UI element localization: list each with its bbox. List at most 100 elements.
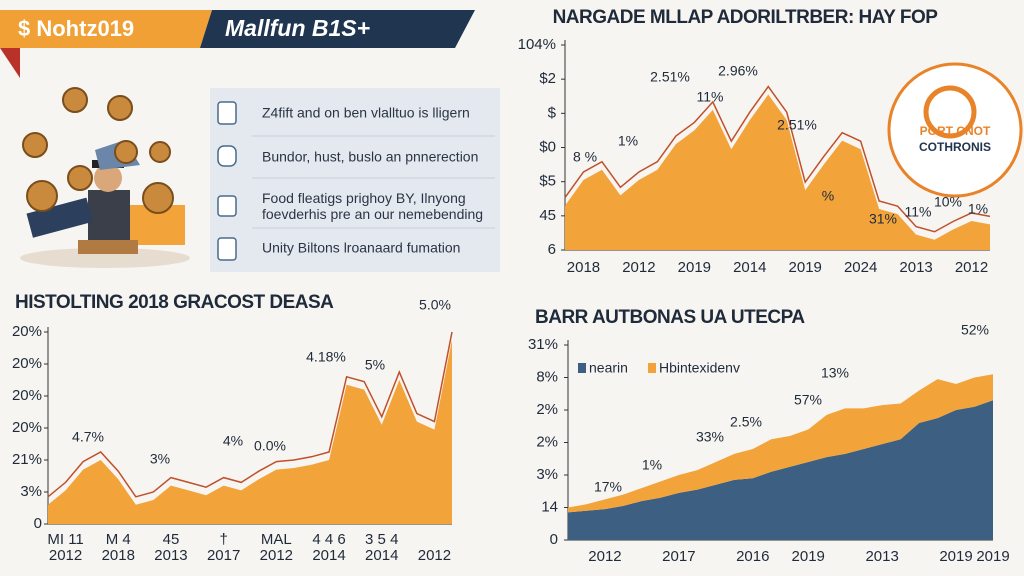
annotation: 2.96% bbox=[718, 63, 758, 79]
annotation: 3% bbox=[150, 451, 170, 467]
annotation: 8 % bbox=[573, 149, 597, 165]
y-tick-label: 14 bbox=[541, 498, 558, 515]
x-tick-label: † bbox=[219, 531, 227, 548]
badge: $ Nohtz019 bbox=[18, 16, 134, 41]
x-tick-label: 2018 bbox=[102, 547, 135, 564]
x-tick-label: 2017 bbox=[207, 547, 240, 564]
list-panel bbox=[210, 88, 500, 272]
y-tick-label: $2 bbox=[539, 70, 556, 87]
annotation: 1% bbox=[618, 133, 638, 149]
chart-title: NARGADE MLLAP ADORILTRBER: HAY FOP bbox=[553, 7, 939, 28]
area bbox=[48, 340, 452, 524]
annotation: 57% bbox=[794, 392, 822, 408]
x-tick-label: 2014 bbox=[733, 259, 766, 276]
y-tick-label: 0 bbox=[34, 515, 42, 532]
list-item: Z4fift and on ben vlalltuo is lligern bbox=[262, 105, 470, 121]
chart-title: BARR AUTBONAS UA UTECPA bbox=[535, 307, 805, 328]
area-edge bbox=[564, 85, 991, 233]
x-tick-label: 2019 bbox=[789, 259, 822, 276]
y-tick-label: 3% bbox=[536, 466, 558, 483]
annotation: 4.7% bbox=[72, 429, 104, 445]
annotation: 10% bbox=[934, 194, 962, 210]
fold bbox=[0, 48, 20, 78]
annotation: 2.5% bbox=[730, 414, 762, 430]
x-tick-label: 45 bbox=[163, 531, 180, 548]
x-tick-label: 2013 bbox=[154, 547, 187, 564]
annotation: 4.18% bbox=[306, 349, 346, 365]
x-tick-label: 2019 bbox=[678, 259, 711, 276]
y-tick-label: 2% bbox=[536, 401, 558, 418]
annotation: 33% bbox=[696, 429, 724, 445]
y-tick-label: 20% bbox=[12, 323, 42, 340]
annotation: % bbox=[822, 188, 834, 204]
annotation: 2.51% bbox=[777, 117, 817, 133]
y-tick-label: 2% bbox=[536, 433, 558, 450]
list-icons bbox=[217, 101, 237, 261]
annotation: 5.0% bbox=[419, 297, 451, 313]
x-tick-label: 2012 bbox=[622, 259, 655, 276]
y-tick-label: 6 bbox=[548, 241, 556, 258]
y-tick-label: $ bbox=[548, 104, 557, 121]
y-tick-label: 20% bbox=[12, 419, 42, 436]
annotation: 1% bbox=[642, 457, 662, 473]
area bbox=[565, 94, 990, 251]
area-edge bbox=[47, 331, 453, 498]
y-tick-label: $5 bbox=[539, 173, 556, 190]
x-tick-label: 2024 bbox=[844, 259, 877, 276]
x-tick-label: 2019 bbox=[976, 548, 1009, 565]
x-tick-label: 2019 bbox=[792, 548, 825, 565]
list-item: Food fleatigs prighoy BY, Ilnyong foevde… bbox=[262, 190, 484, 222]
annotation: 2.51% bbox=[650, 69, 690, 85]
x-tick-label: 4 4 6 bbox=[312, 531, 345, 548]
x-tick-label: 2014 bbox=[312, 547, 345, 564]
list-item: Bundor, hust, buslo an pnnerection bbox=[262, 149, 478, 165]
list-lines bbox=[252, 135, 495, 229]
x-tick-label: 2012 bbox=[418, 547, 451, 564]
x-tick-label: 3 5 4 bbox=[365, 531, 398, 548]
logo-text: PORT CNOT bbox=[920, 124, 991, 138]
illustration bbox=[20, 87, 190, 268]
y-tick-label: 20% bbox=[12, 355, 42, 372]
annotation: 17% bbox=[594, 479, 622, 495]
logo-text: COTHRONIS bbox=[919, 140, 991, 154]
legend-label: Hbintexidenv bbox=[659, 360, 740, 376]
annotation: 5% bbox=[365, 357, 385, 373]
badge-bg bbox=[0, 10, 212, 48]
logo bbox=[887, 62, 1023, 198]
area bbox=[568, 374, 993, 513]
x-tick-label: 2012 bbox=[49, 547, 82, 564]
x-tick-label: 2017 bbox=[662, 548, 695, 565]
y-tick-label: 3% bbox=[20, 483, 42, 500]
legend-swatch bbox=[648, 363, 656, 373]
x-tick-label: 2012 bbox=[588, 548, 621, 565]
x-tick-label: 2019 bbox=[939, 548, 972, 565]
x-tick-label: 2018 bbox=[567, 259, 600, 276]
y-tick-label: 104% bbox=[518, 36, 556, 53]
x-tick-label: 2014 bbox=[365, 547, 398, 564]
annotation: 11% bbox=[697, 89, 724, 105]
annotation: 4% bbox=[223, 433, 243, 449]
x-tick-label: 2016 bbox=[736, 548, 769, 565]
y-tick-label: $0 bbox=[539, 138, 556, 155]
y-tick-label: 8% bbox=[536, 368, 558, 385]
x-tick-label: MI 11 bbox=[47, 531, 83, 548]
x-tick-label: MAL bbox=[261, 531, 292, 548]
area bbox=[568, 400, 993, 540]
annotation: 11% bbox=[905, 204, 932, 220]
annotation: 13% bbox=[821, 365, 849, 381]
x-tick-label: 2012 bbox=[955, 259, 988, 276]
legend-swatch bbox=[578, 363, 586, 373]
annotation: 1% bbox=[968, 201, 988, 217]
list-item-box: Food fleatigs prighoy BY, Ilnyong foevde… bbox=[262, 190, 484, 222]
x-tick-label: 2013 bbox=[899, 259, 932, 276]
annotation: 0.0% bbox=[254, 438, 286, 454]
y-tick-label: 21% bbox=[12, 451, 42, 468]
annotation: 52% bbox=[961, 322, 989, 338]
chart-title: HISTOLTING 2018 GRACOST DEASA bbox=[15, 292, 334, 313]
y-tick-label: 31% bbox=[528, 336, 558, 353]
y-tick-label: 0 bbox=[550, 531, 558, 548]
x-tick-label: M 4 bbox=[106, 531, 131, 548]
list-item: Unity Biltons lroanaard fumation bbox=[262, 240, 460, 256]
banner-bg bbox=[200, 10, 475, 48]
